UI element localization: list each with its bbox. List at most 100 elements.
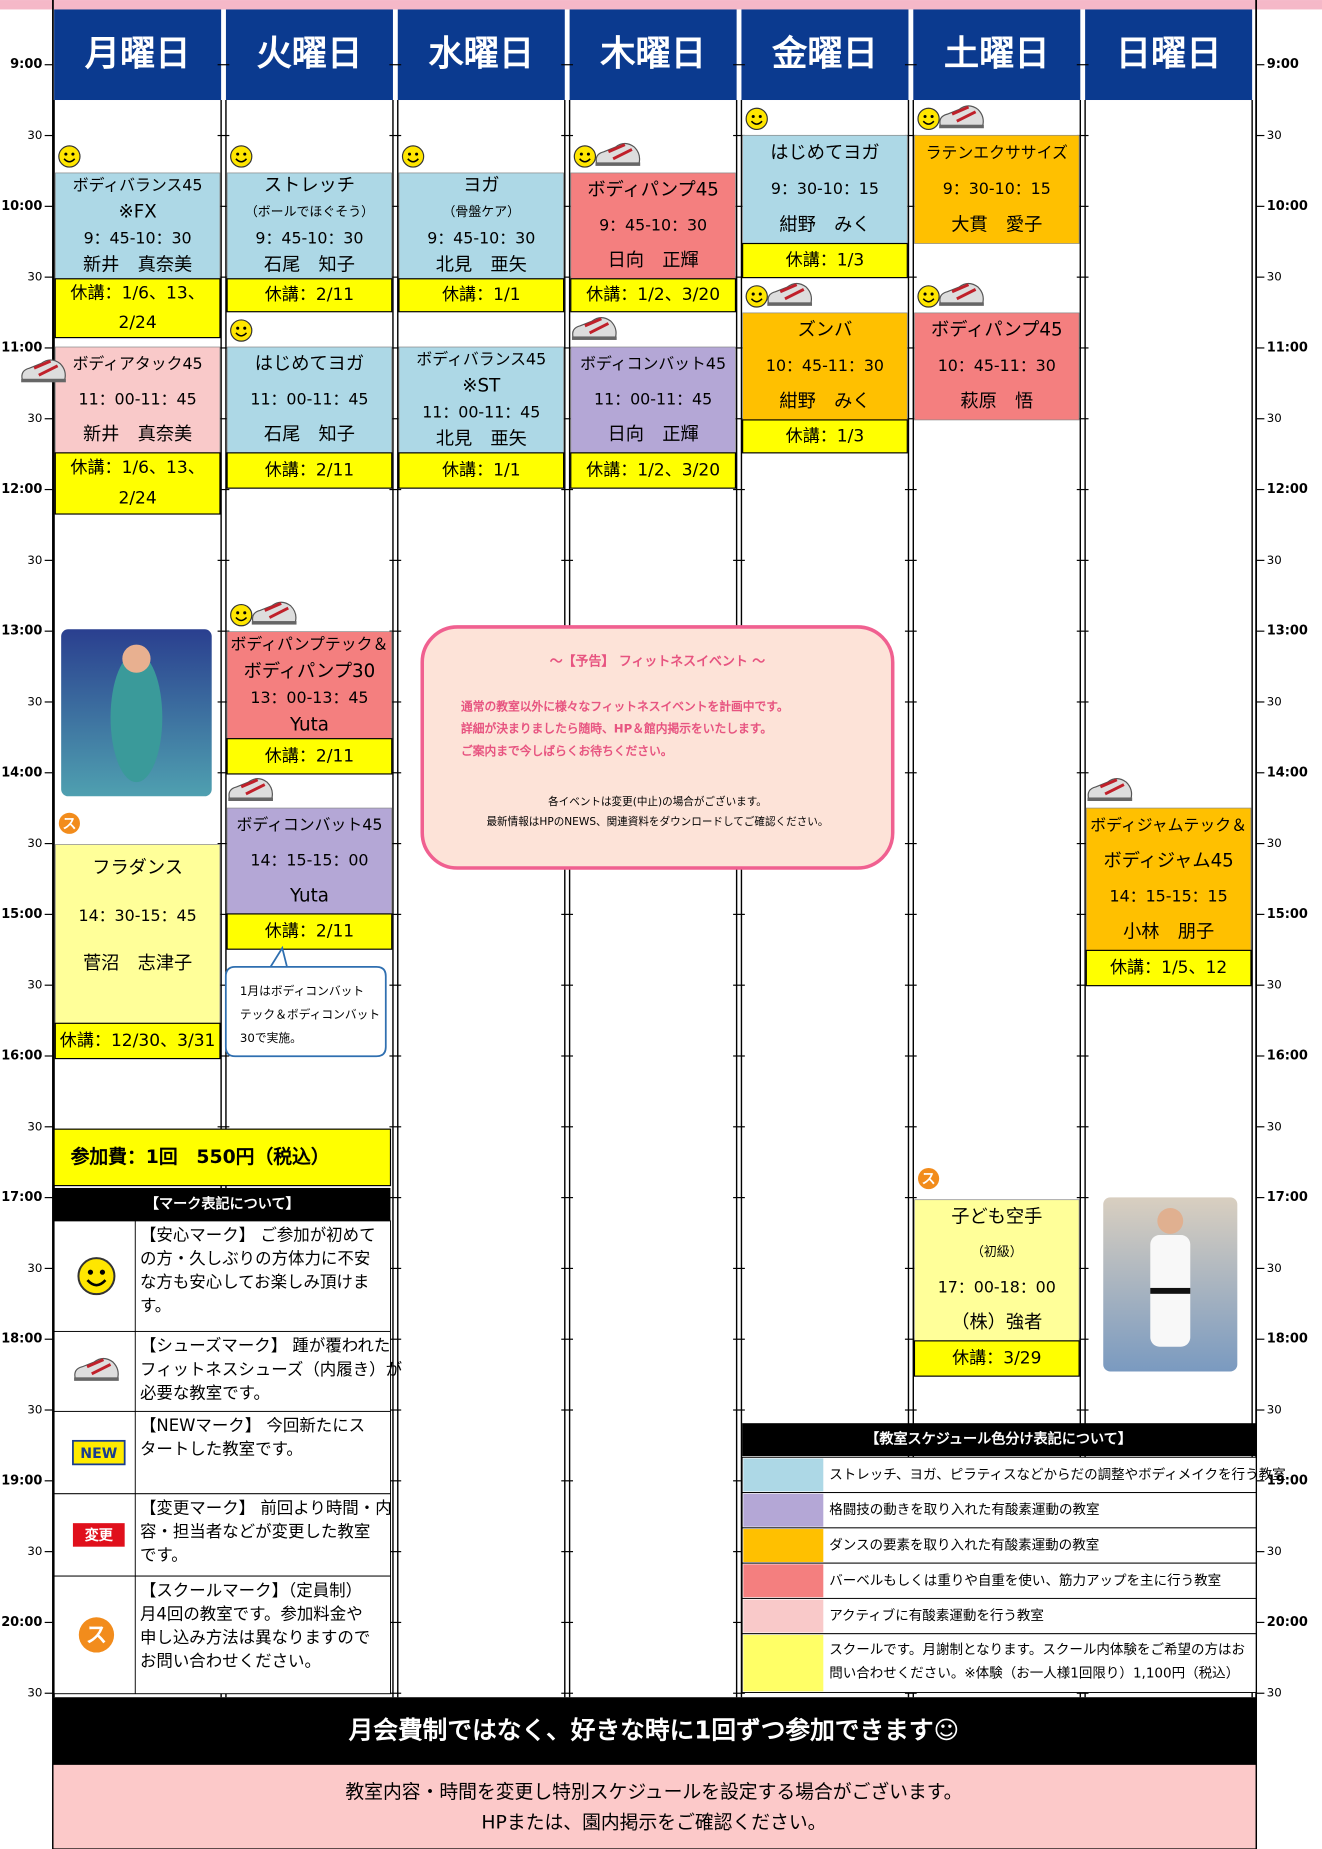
class-text: フラダンス	[92, 857, 183, 878]
smiley-face	[745, 107, 768, 131]
class-text: 子ども空手	[951, 1206, 1042, 1227]
time-label: 30	[1267, 694, 1282, 708]
class-text: 11：00-11：45	[79, 389, 197, 408]
class-box	[570, 172, 736, 280]
shoe-body	[595, 142, 641, 165]
time-label: 30	[27, 1686, 42, 1700]
legend-text: 月4回の教室です。参加料金や	[140, 1604, 363, 1623]
footer-banner	[52, 1697, 1257, 1765]
big-smiley	[77, 1257, 116, 1296]
legend-text: の方・久しぶりの方体力に不安	[140, 1249, 370, 1268]
smiley-eye	[408, 152, 412, 156]
class-box	[570, 346, 736, 454]
event-highlight: 詳細が決まりましたら随時、HP＆館内掲示をいたします。	[461, 722, 772, 736]
smiley-eye	[758, 292, 762, 296]
shoe-sole	[939, 124, 984, 129]
time-label: 14:00	[1, 765, 42, 780]
closure-box	[54, 452, 221, 515]
smiley-face	[230, 319, 253, 342]
legend-text: 【スクールマーク】（定員制）	[140, 1581, 362, 1600]
top-strip	[0, 0, 1322, 10]
class-text: 11：00-11：45	[422, 403, 540, 422]
school-icon	[78, 1617, 115, 1653]
class-text: 10：45-11：30	[938, 356, 1056, 375]
color-swatch	[743, 1599, 824, 1633]
day-header	[54, 9, 222, 101]
class-text: 14：15-15：15	[1110, 887, 1228, 906]
closure-box	[226, 738, 393, 775]
shoe-icon	[939, 282, 984, 306]
class-text: ストレッチ	[264, 175, 355, 196]
smiley-icon	[745, 107, 768, 131]
closure-box	[226, 278, 393, 313]
smiley-icon	[77, 1257, 116, 1296]
legend-text: お問い合わせください。	[140, 1651, 321, 1670]
color-text: 問い合わせください。※体験（お一人様1回限り）1,100円（税込）	[829, 1666, 1239, 1682]
time-label: 10:00	[1, 199, 42, 214]
legend-text: タートした教室です。	[140, 1440, 303, 1459]
event-highlight: ご案内まで今しばらくお待ちください。	[461, 744, 673, 758]
legend-text: です。	[140, 1546, 188, 1565]
day-label: 月曜日	[85, 33, 191, 74]
event-box	[420, 625, 895, 870]
smiley-mouth	[579, 158, 591, 163]
closure-text: 休講：12/30、3/31	[60, 1031, 216, 1051]
day-header	[741, 9, 909, 101]
callout-text: 30で実施。	[240, 1031, 302, 1045]
smiley-mouth	[235, 332, 248, 337]
time-label: 19:00	[1, 1473, 42, 1488]
closure-text: 休講：2/11	[265, 746, 354, 766]
karate-belt	[1150, 1287, 1191, 1294]
class-text: 日向 正輝	[608, 250, 699, 271]
class-text: 11：00-11：45	[250, 389, 368, 408]
legend-title: 【マーク表記について】	[145, 1195, 300, 1212]
class-text: （骨盤ケア）	[443, 205, 521, 220]
time-label: 15:00	[1267, 907, 1308, 922]
shoe-sole	[939, 302, 984, 306]
smiley-eye	[243, 326, 247, 330]
callout-text: 1月はボディコンバット	[240, 984, 364, 998]
shoe-sole	[251, 621, 297, 625]
class-text: 9：45-10：30	[599, 215, 707, 234]
event-note: 各イベントは変更(中止)の場合がございます。	[548, 795, 767, 808]
shoe-body	[939, 282, 984, 305]
time-label: 30	[1267, 270, 1282, 284]
class-box	[54, 844, 221, 1024]
closure-box	[570, 278, 737, 313]
class-text: ボディバランス45	[73, 176, 203, 195]
time-label: 30	[1267, 1686, 1282, 1700]
smiley-eye	[758, 114, 762, 119]
footer-notice: HPまたは、園内掲示をご確認ください。	[481, 1812, 826, 1834]
shoe-stripe	[86, 1358, 112, 1376]
time-label: 17:00	[1, 1190, 42, 1205]
color-legend-header	[742, 1423, 1257, 1457]
class-text: Yuta	[289, 885, 329, 906]
legend-header	[54, 1187, 391, 1221]
color-swatch	[743, 1458, 824, 1492]
smiley-icon	[401, 145, 425, 168]
class-box	[742, 134, 908, 244]
smiley-face	[917, 285, 940, 308]
time-label: 19:00	[1267, 1473, 1308, 1488]
class-text: 北見 亜矢	[436, 429, 527, 450]
color-swatch	[743, 1529, 824, 1562]
class-text: 13：00-13：45	[250, 688, 368, 707]
class-box	[226, 172, 393, 280]
time-label: 30	[1267, 836, 1282, 850]
closure-text: 休講：1/3	[786, 426, 865, 446]
class-text: 9：30-10：15	[943, 179, 1051, 198]
shoe-icon	[228, 778, 273, 802]
hula-figure	[110, 652, 163, 783]
class-text: ボディパンプテック＆	[231, 635, 389, 654]
color-swatch	[743, 1493, 824, 1527]
class-text: はじめてヨガ	[770, 142, 879, 163]
class-text: ボディバランス45	[416, 350, 546, 369]
class-text: ボディコンバット45	[580, 354, 726, 373]
legend-text: 【NEWマーク】 今回新たにス	[140, 1416, 365, 1435]
legend-text: 申し込み方法は異なりますので	[140, 1628, 370, 1647]
class-text: 北見 亜矢	[436, 255, 527, 276]
class-text: 紺野 みく	[779, 391, 870, 412]
shoe-body	[74, 1357, 119, 1380]
class-box	[398, 172, 564, 280]
